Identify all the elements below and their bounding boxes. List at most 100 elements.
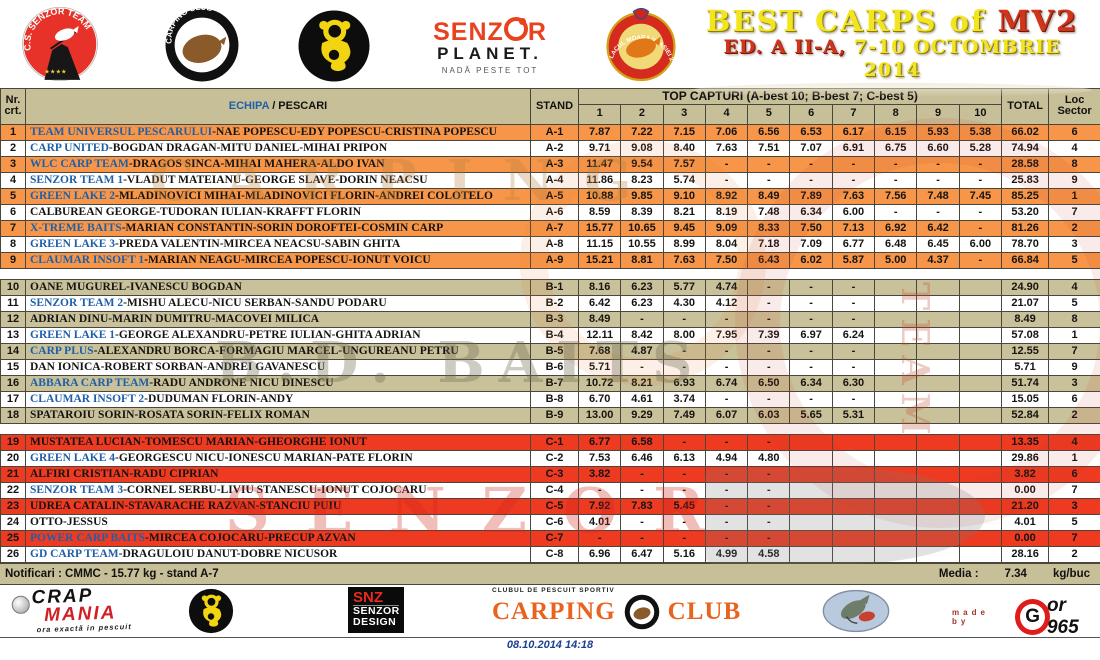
catch-cell bbox=[916, 342, 960, 360]
loc-sector-cell: 3 bbox=[1048, 235, 1100, 253]
row-number: 13 bbox=[0, 326, 26, 344]
catch-cell bbox=[958, 481, 1003, 499]
catch-cell bbox=[831, 449, 876, 467]
catch-cell: - bbox=[662, 465, 706, 483]
team-name: CLAUMAR INSOFT 1 bbox=[30, 253, 145, 266]
summary-band: Notificari : CMMC - 15.77 kg - stand A-7… bbox=[0, 562, 1100, 585]
catch-cell: 6.47 bbox=[620, 545, 664, 563]
catch-cell: - bbox=[747, 294, 791, 312]
catch-cell: 7.68 bbox=[577, 342, 622, 360]
catch-cell: 11.47 bbox=[577, 155, 622, 173]
catch-cell bbox=[874, 342, 918, 360]
catch-cell: 6.97 bbox=[789, 326, 833, 344]
row-number: 1 bbox=[0, 123, 26, 141]
catch-cell: 11.15 bbox=[577, 235, 622, 253]
catch-cell: 8.04 bbox=[704, 235, 749, 253]
row-number: 16 bbox=[0, 374, 26, 392]
loc-sector-cell: 1 bbox=[1048, 449, 1100, 467]
catch-cell: 9.08 bbox=[620, 139, 664, 157]
row-number: 18 bbox=[0, 406, 26, 424]
catch-cell: 7.48 bbox=[747, 203, 791, 221]
catch-cell: - bbox=[704, 358, 749, 376]
team-cell: CALBUREAN GEORGE-TUDORAN IULIAN-KRAFFT F… bbox=[25, 203, 531, 221]
catch-cell: 3.74 bbox=[662, 390, 706, 408]
catch-cell: 7.06 bbox=[704, 123, 749, 141]
catch-cell: 5.74 bbox=[662, 171, 706, 189]
row-number: 21 bbox=[0, 465, 26, 483]
catch-cell: 9.29 bbox=[620, 406, 664, 424]
catch-cell bbox=[831, 481, 876, 499]
catch-cell: 6.42 bbox=[577, 294, 622, 312]
catch-cell: 6.00 bbox=[958, 235, 1003, 253]
table-row: 12 ADRIAN DINU-MARIN DUMITRU-MACOVEI MILI… bbox=[0, 310, 1100, 328]
catch-cell: - bbox=[662, 433, 706, 451]
total-cell: 4.01 bbox=[1001, 513, 1050, 531]
loc-sector-cell: 2 bbox=[1048, 545, 1100, 563]
team-name: SENZOR TEAM 2 bbox=[30, 296, 124, 309]
loc-sector-cell: 9 bbox=[1048, 358, 1100, 376]
table-row: 21 ALFIRI CRISTIAN-RADU CIPRIAN C-3 3.82- - -… bbox=[0, 465, 1100, 483]
catch-cell: 7.18 bbox=[747, 235, 791, 253]
sponsor-band: CRAP MANIA ora exactă in pescuit SNZ SEN… bbox=[0, 584, 1100, 639]
stand-cell: C-1 bbox=[530, 433, 579, 451]
catch-cell: - bbox=[662, 481, 706, 499]
loc-sector-cell: 8 bbox=[1048, 155, 1100, 173]
catch-cell bbox=[958, 449, 1003, 467]
carping-club-wordmark: CLUBUL DE PESCUIT SPORTIV CARPING CLUB bbox=[492, 587, 741, 630]
catch-cell bbox=[958, 513, 1003, 531]
loc-sector-cell: 3 bbox=[1048, 374, 1100, 392]
catch-cell: 12.11 bbox=[577, 326, 622, 344]
catch-cell: - bbox=[747, 481, 791, 499]
team-name: TEAM UNIVERSUL PESCARULUI bbox=[30, 125, 213, 138]
col-number-header: 6 bbox=[789, 103, 833, 125]
col-number-header: 9 bbox=[916, 103, 960, 125]
catch-cell: - bbox=[958, 251, 1003, 269]
total-cell: 28.16 bbox=[1001, 545, 1050, 563]
catch-cell: 5.77 bbox=[662, 278, 706, 296]
gor965-logo: made by G or 965 bbox=[952, 595, 1100, 639]
team-cell: CARP PLUS-ALEXANDRU BORCA-FORMAGIU MARCE… bbox=[25, 342, 531, 360]
catch-cell bbox=[916, 433, 960, 451]
results-body: 1 TEAM UNIVERSUL PESCARULUI-NAE POPESCU-E… bbox=[0, 123, 1100, 563]
catch-cell: 8.92 bbox=[704, 187, 749, 205]
stand-cell: A-8 bbox=[530, 235, 579, 253]
table-row: 3 WLC CARP TEAM-DRAGOS SINCA-MIHAI MAHERA… bbox=[0, 155, 1100, 173]
catch-cell bbox=[958, 433, 1003, 451]
catch-cell: 8.21 bbox=[662, 203, 706, 221]
catch-cell: 6.24 bbox=[831, 326, 876, 344]
catch-cell: - bbox=[874, 203, 918, 221]
catch-cell bbox=[916, 513, 960, 531]
row-number: 9 bbox=[0, 251, 26, 269]
team-name: CARP UNITED bbox=[30, 141, 109, 154]
table-row: 25 POWER CARP BAITS-MIRCEA COJOCARU-PRECU… bbox=[0, 529, 1100, 547]
team-cell: POWER CARP BAITS-MIRCEA COJOCARU-PRECUP … bbox=[25, 529, 531, 547]
loc-sector-cell: 2 bbox=[1048, 406, 1100, 424]
carping-club-subtitle: CLUBUL DE PESCUIT SPORTIV bbox=[492, 586, 615, 594]
catch-cell: 6.23 bbox=[620, 278, 664, 296]
team-name: CARP PLUS bbox=[30, 344, 94, 357]
catch-cell: - bbox=[958, 219, 1003, 237]
catch-cell: 6.07 bbox=[704, 406, 749, 424]
catch-cell: - bbox=[916, 155, 960, 173]
total-cell: 66.84 bbox=[1001, 251, 1050, 269]
loc-sector-cell: 8 bbox=[1048, 310, 1100, 328]
table-row: 26 GD CARP TEAM-DRAGULOIU DANUT-DOBRE NIC… bbox=[0, 545, 1100, 563]
catch-cell: 7.39 bbox=[747, 326, 791, 344]
stand-cell: B-4 bbox=[530, 326, 579, 344]
catch-cell: 6.92 bbox=[874, 219, 918, 237]
catch-cell: 15.77 bbox=[577, 219, 622, 237]
team-name: GREEN LAKE 1 bbox=[30, 328, 115, 341]
catch-cell bbox=[789, 529, 833, 547]
catch-cell bbox=[874, 278, 918, 296]
team-cell: OANE MUGUREL-IVANESCU BOGDAN bbox=[25, 278, 531, 296]
catch-cell: 5.28 bbox=[958, 139, 1003, 157]
loc-sector-cell: 7 bbox=[1048, 529, 1100, 547]
col-number-header: 10 bbox=[958, 103, 1003, 125]
catch-cell bbox=[916, 481, 960, 499]
senzor-planet-logo: SENZ R PLANET. NADĂ PESTE TOT bbox=[415, 16, 565, 75]
catch-cell bbox=[874, 390, 918, 408]
catch-cell bbox=[874, 358, 918, 376]
stand-cell: B-2 bbox=[530, 294, 579, 312]
results-table: Nr. crt. ECHIPA / PESCARI STAND TOP CAPTU… bbox=[0, 88, 1100, 563]
catch-cell bbox=[789, 497, 833, 515]
